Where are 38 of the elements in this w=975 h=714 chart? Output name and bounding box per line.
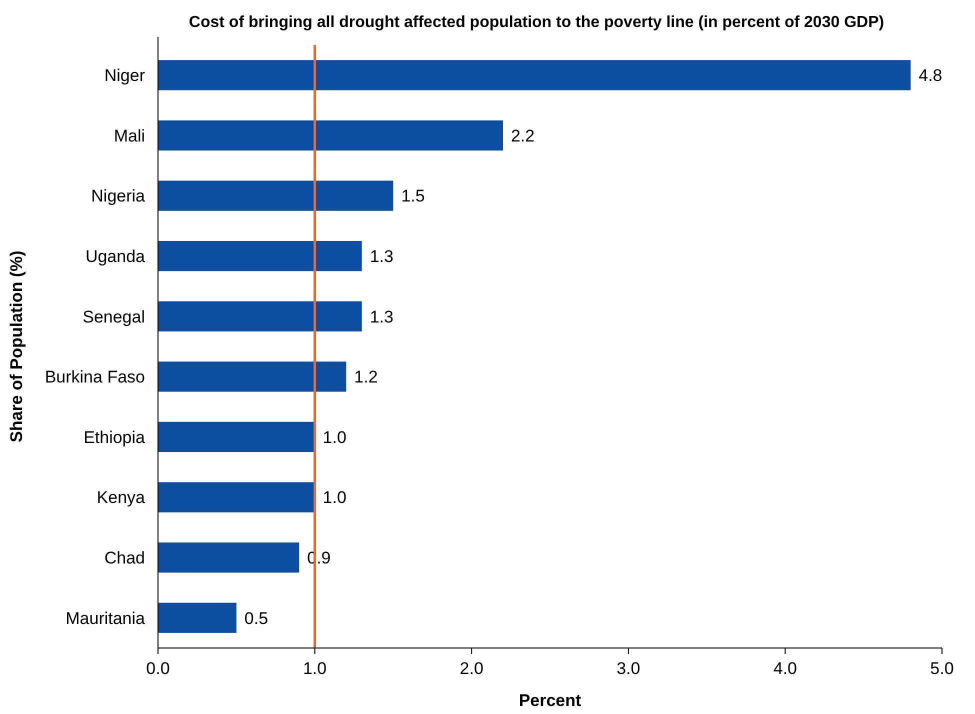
data-label: 1.3 xyxy=(370,307,394,326)
bar xyxy=(158,301,362,332)
x-tick-label: 5.0 xyxy=(930,659,954,678)
x-tick-label: 1.0 xyxy=(302,659,327,678)
bar xyxy=(158,60,911,90)
y-tick-label: Senegal xyxy=(82,307,145,326)
y-tick-label: Mali xyxy=(114,126,145,146)
y-tick-label: Burkina Faso xyxy=(44,368,145,387)
bar xyxy=(158,180,394,211)
data-label: 1.2 xyxy=(354,368,378,387)
bar xyxy=(158,542,300,573)
data-label: 2.2 xyxy=(510,126,535,146)
x-tick-label: 0.0 xyxy=(146,659,170,678)
data-label: 4.8 xyxy=(918,66,942,86)
y-tick-label: Kenya xyxy=(96,488,146,508)
data-label: 1.3 xyxy=(370,247,394,266)
data-label: 1.5 xyxy=(401,186,425,206)
bar xyxy=(158,240,362,272)
y-tick-label: Niger xyxy=(104,66,146,86)
bar xyxy=(158,120,503,151)
x-tick-label: 4.0 xyxy=(773,659,798,678)
chart-title: Cost of bringing all drought affected population to the poverty line (in percent of 2030 GDP) xyxy=(188,14,884,31)
x-axis-title: Percent xyxy=(518,691,582,710)
y-tick-label: Mauritania xyxy=(66,608,146,628)
data-label: 1.0 xyxy=(322,488,346,508)
y-tick-label: Ethiopia xyxy=(84,428,146,447)
data-label: 1.0 xyxy=(322,428,346,447)
bar xyxy=(158,422,315,452)
bar xyxy=(158,362,346,392)
y-tick-label: Nigeria xyxy=(91,186,146,206)
y-axis-title: Share of Population (%) xyxy=(7,250,26,442)
bar xyxy=(158,482,315,512)
bar xyxy=(158,602,236,633)
x-tick-label: 2.0 xyxy=(460,659,484,678)
y-tick-label: Uganda xyxy=(85,247,146,266)
x-tick-label: 3.0 xyxy=(616,659,640,678)
data-label: 0.5 xyxy=(244,608,268,628)
y-tick-label: Chad xyxy=(104,548,145,568)
